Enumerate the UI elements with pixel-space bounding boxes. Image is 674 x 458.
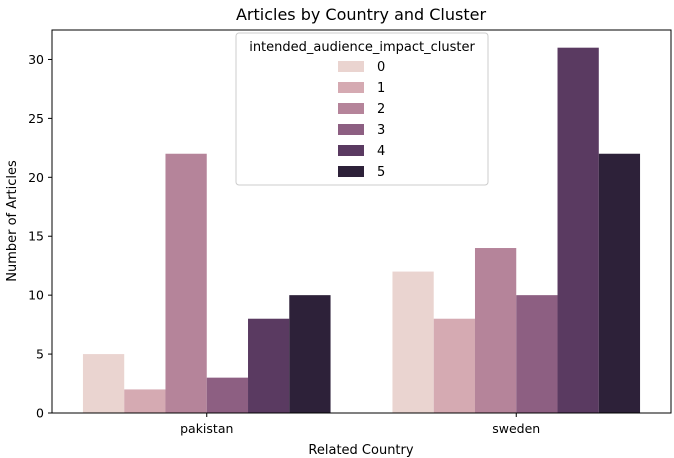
legend-swatch-0 [338,61,364,72]
plot-frame [51,29,672,414]
y-tick-label: 30 [28,52,44,67]
y-axis-label: Number of Articles [5,160,20,282]
legend: intended_audience_impact_cluster 0 1 2 3 4 5 [235,32,489,186]
bar-sweden-cluster-1 [433,318,475,413]
y-tick-label: 5 [36,347,44,362]
legend-swatch-3 [338,124,364,135]
y-tick-label: 20 [28,170,44,185]
bar-sweden-cluster-4 [557,47,599,414]
legend-swatch-1 [338,82,364,93]
chart-title: Articles by Country and Cluster [236,5,487,24]
bar-pakistan-cluster-0 [82,354,125,413]
bar-sweden-cluster-0 [392,271,434,413]
bar-sweden-cluster-3 [516,295,558,413]
legend-label-4: 4 [377,144,385,159]
y-tick-label: 25 [28,111,44,126]
legend-label-3: 3 [377,123,385,138]
x-axis-label: Related Country [308,443,413,458]
bar-sweden-cluster-5 [598,153,641,414]
legend-label-0: 0 [377,60,385,75]
bar-pakistan-cluster-4 [248,318,290,413]
legend-swatch-5 [338,166,364,177]
y-tick-label: 10 [28,288,44,303]
legend-label-5: 5 [377,165,385,180]
bar-pakistan-cluster-1 [124,389,166,413]
y-axis: 0 5 10 15 20 25 30 [28,52,52,421]
y-tick-label: 0 [36,406,44,421]
legend-label-1: 1 [377,81,385,96]
bar-pakistan-cluster-3 [206,377,249,413]
y-tick-label: 15 [28,229,44,244]
legend-swatch-4 [338,145,364,156]
legend-swatch-2 [338,103,364,114]
legend-title: intended_audience_impact_cluster [249,40,475,55]
bar-sweden-cluster-2 [474,248,517,413]
x-tick-label-sweden: sweden [492,421,540,436]
legend-items: 0 1 2 3 4 5 [338,60,385,180]
x-axis: pakistan sweden [180,413,540,436]
legend-label-2: 2 [377,102,385,117]
bar-pakistan-cluster-5 [289,295,331,413]
bars-group [82,47,641,414]
bar-pakistan-cluster-2 [165,153,207,414]
x-tick-label-pakistan: pakistan [180,421,233,436]
